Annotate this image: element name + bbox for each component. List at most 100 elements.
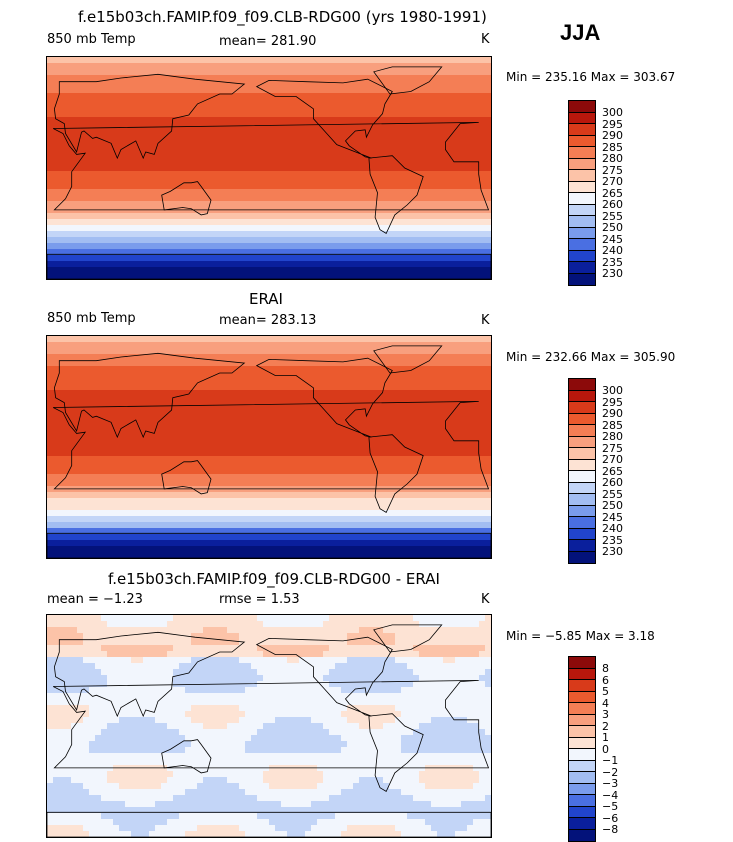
colorbar-label: 280: [602, 152, 623, 165]
colorbar-swatch: [569, 749, 595, 761]
colorbar-swatch: [569, 703, 595, 715]
colorbar-swatch: [569, 737, 595, 749]
colorbar-label: 280: [602, 430, 623, 443]
colorbar-swatch: [569, 517, 595, 529]
panel-units-label: K: [481, 313, 490, 328]
colorbar-swatch: [569, 795, 595, 807]
colorbar-swatch: [569, 783, 595, 795]
colorbar-swatch: [569, 239, 595, 251]
colorbar-label: −6: [602, 811, 619, 825]
colorbar-swatch: [569, 760, 595, 772]
colorbar-label: 300: [602, 384, 623, 397]
colorbar-label: 285: [602, 418, 623, 432]
colorbar-label: 265: [602, 464, 623, 478]
contour-map: [47, 615, 491, 837]
panel-minmax: Min = 232.66 Max = 305.90: [506, 350, 676, 364]
season-label: JJA: [560, 20, 601, 45]
colorbar-label: 230: [602, 267, 623, 280]
colorbar-swatch: [569, 193, 595, 205]
colorbar-label: 5: [602, 685, 609, 698]
colorbar-label: 255: [602, 209, 623, 223]
panel-minmax: Min = −5.85 Max = 3.18: [506, 629, 655, 643]
colorbar-swatch: [569, 540, 595, 552]
colorbar-swatch: [569, 204, 595, 216]
colorbar-label: 250: [602, 221, 623, 234]
colorbar-label: 295: [602, 395, 623, 409]
coastlines: [47, 624, 491, 837]
colorbar-swatch: [569, 170, 595, 182]
colorbar-label: 245: [602, 510, 623, 524]
coastlines: [47, 345, 491, 558]
colorbar-label: 8: [602, 662, 609, 675]
colorbar-swatch: [569, 262, 595, 274]
panel-units-label: K: [481, 592, 490, 607]
colorbar-label: 290: [602, 129, 623, 142]
colorbar-swatch: [569, 668, 595, 680]
colorbar-swatch: [569, 413, 595, 425]
colorbar-swatch: [569, 459, 595, 471]
colorbar-swatch: [569, 471, 595, 483]
colorbar-swatches: [568, 100, 596, 286]
panel-left-label: mean = −1.23: [47, 592, 143, 607]
colorbar-label: −8: [602, 823, 619, 836]
panel-title: ERAI: [249, 290, 283, 308]
panel-left-label: 850 mb Temp: [47, 32, 136, 47]
colorbar-label: −1: [602, 754, 619, 767]
colorbar-label: 245: [602, 232, 623, 246]
colorbar-label: 2: [602, 719, 609, 733]
colorbar-swatch: [569, 691, 595, 703]
map-panel-diff: [46, 614, 492, 838]
colorbar-label: −3: [602, 777, 619, 790]
colorbar-swatch: [569, 402, 595, 414]
colorbar-label: 0: [602, 742, 609, 756]
colorbar-swatch: [569, 379, 595, 391]
colorbar-label: 250: [602, 499, 623, 512]
colorbar-swatch: [569, 818, 595, 830]
colorbar-swatch: [569, 101, 595, 113]
coastlines: [47, 66, 491, 279]
map-panel-model: [46, 56, 492, 280]
filled-contours: [47, 336, 491, 558]
panel-title: f.e15b03ch.FAMIP.f09_f09.CLB-RDG00 - ERA…: [108, 570, 440, 588]
colorbar-swatch: [569, 181, 595, 193]
filled-contours: [47, 57, 491, 279]
panel-mean-label: mean= 283.13: [219, 313, 317, 328]
colorbar-swatch: [569, 135, 595, 147]
colorbar-label: 275: [602, 163, 623, 177]
colorbar-swatch: [569, 112, 595, 124]
colorbar-label: −2: [602, 765, 619, 779]
colorbar-swatch: [569, 227, 595, 239]
colorbar-swatches: [568, 378, 596, 564]
panel-left-label: 850 mb Temp: [47, 311, 136, 326]
colorbar-swatch: [569, 158, 595, 170]
colorbar-label: 240: [602, 244, 623, 257]
colorbar-swatch: [569, 390, 595, 402]
colorbar-swatches: [568, 656, 596, 842]
colorbar-swatch: [569, 714, 595, 726]
colorbar-swatch: [569, 494, 595, 506]
colorbar-label: 295: [602, 117, 623, 131]
colorbar-label: 285: [602, 140, 623, 154]
panel-mean-label: mean= 281.90: [219, 34, 317, 49]
map-panel-obs: [46, 335, 492, 559]
colorbar-label: 3: [602, 708, 609, 721]
colorbar-swatch: [569, 482, 595, 494]
colorbar-label: 235: [602, 255, 623, 269]
colorbar-label: 255: [602, 487, 623, 501]
colorbar-swatch: [569, 425, 595, 437]
colorbar-label: 235: [602, 533, 623, 547]
colorbar-label: 265: [602, 186, 623, 200]
colorbar-swatch: [569, 147, 595, 159]
colorbar-label: 300: [602, 106, 623, 119]
colorbar-label: 270: [602, 175, 623, 188]
colorbar-label: −4: [602, 788, 619, 802]
colorbar-swatch: [569, 436, 595, 448]
colorbar-label: 240: [602, 522, 623, 535]
colorbar-label: 6: [602, 673, 609, 687]
colorbar-swatch: [569, 829, 595, 841]
colorbar-swatch: [569, 772, 595, 784]
contour-map: [47, 57, 491, 279]
colorbar-swatch: [569, 250, 595, 262]
colorbar-label: 1: [602, 731, 609, 744]
colorbar-swatch: [569, 528, 595, 540]
